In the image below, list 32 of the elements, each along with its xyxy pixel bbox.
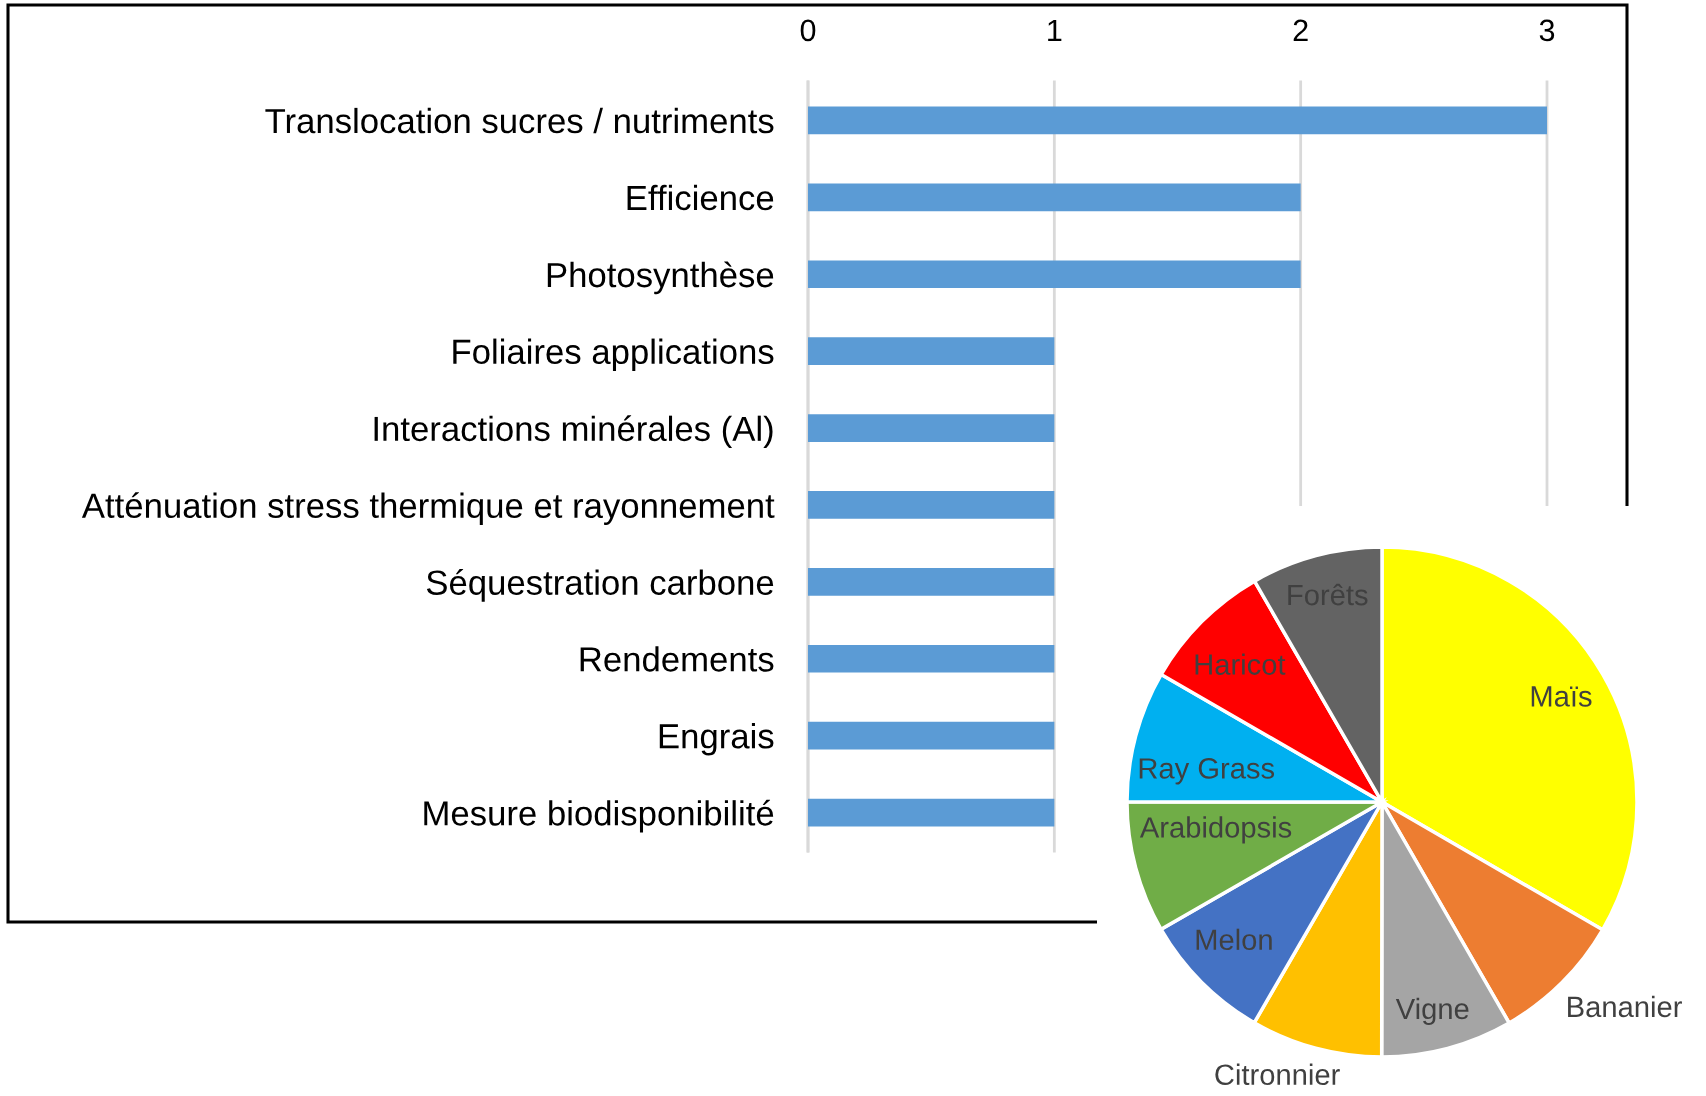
- y-tick-label: Atténuation stress thermique et rayonnement: [81, 492, 775, 525]
- bar: [808, 644, 1055, 673]
- slice-label: Arabidopsis: [1139, 816, 1292, 844]
- y-tick-label: Translocation sucres / nutriments: [265, 107, 774, 134]
- x-tick-label: 3: [1539, 19, 1555, 42]
- slice-label: Vigne: [1395, 997, 1469, 1026]
- y-tick-label: Interactions minérales (Al): [374, 415, 773, 449]
- bar: [808, 721, 1055, 750]
- bar: [808, 491, 1055, 519]
- y-tick-label: Foliaires applications: [453, 338, 774, 371]
- y-tick-label: Photosynthèse: [547, 261, 774, 295]
- bar: [808, 337, 1055, 365]
- x-tick-label: 0: [800, 19, 816, 42]
- slice-label: Ray Grass: [1139, 758, 1275, 785]
- bar: [808, 106, 1547, 135]
- bar: [808, 183, 1301, 212]
- x-tick-label: 1: [1048, 19, 1062, 41]
- slice-label: Melon: [1196, 928, 1272, 951]
- slice-label: Maïs: [1531, 686, 1592, 707]
- slice-label: Citronnier: [1215, 1063, 1340, 1086]
- bar: [808, 798, 1055, 827]
- slice-label: Haricot: [1195, 653, 1286, 675]
- y-tick-label: Séquestration carbone: [426, 569, 774, 602]
- y-tick-label: Efficience: [627, 184, 774, 211]
- y-tick-label: Rendements: [580, 646, 774, 672]
- y-tick-label: Engrais: [659, 723, 774, 756]
- bar: [808, 414, 1055, 442]
- x-tick-label: 2: [1293, 19, 1308, 41]
- bar: [808, 260, 1301, 289]
- bar: [808, 568, 1055, 596]
- slice-label: Bananier: [1568, 995, 1682, 1018]
- y-tick-label: Mesure biodisponibilité: [424, 799, 774, 833]
